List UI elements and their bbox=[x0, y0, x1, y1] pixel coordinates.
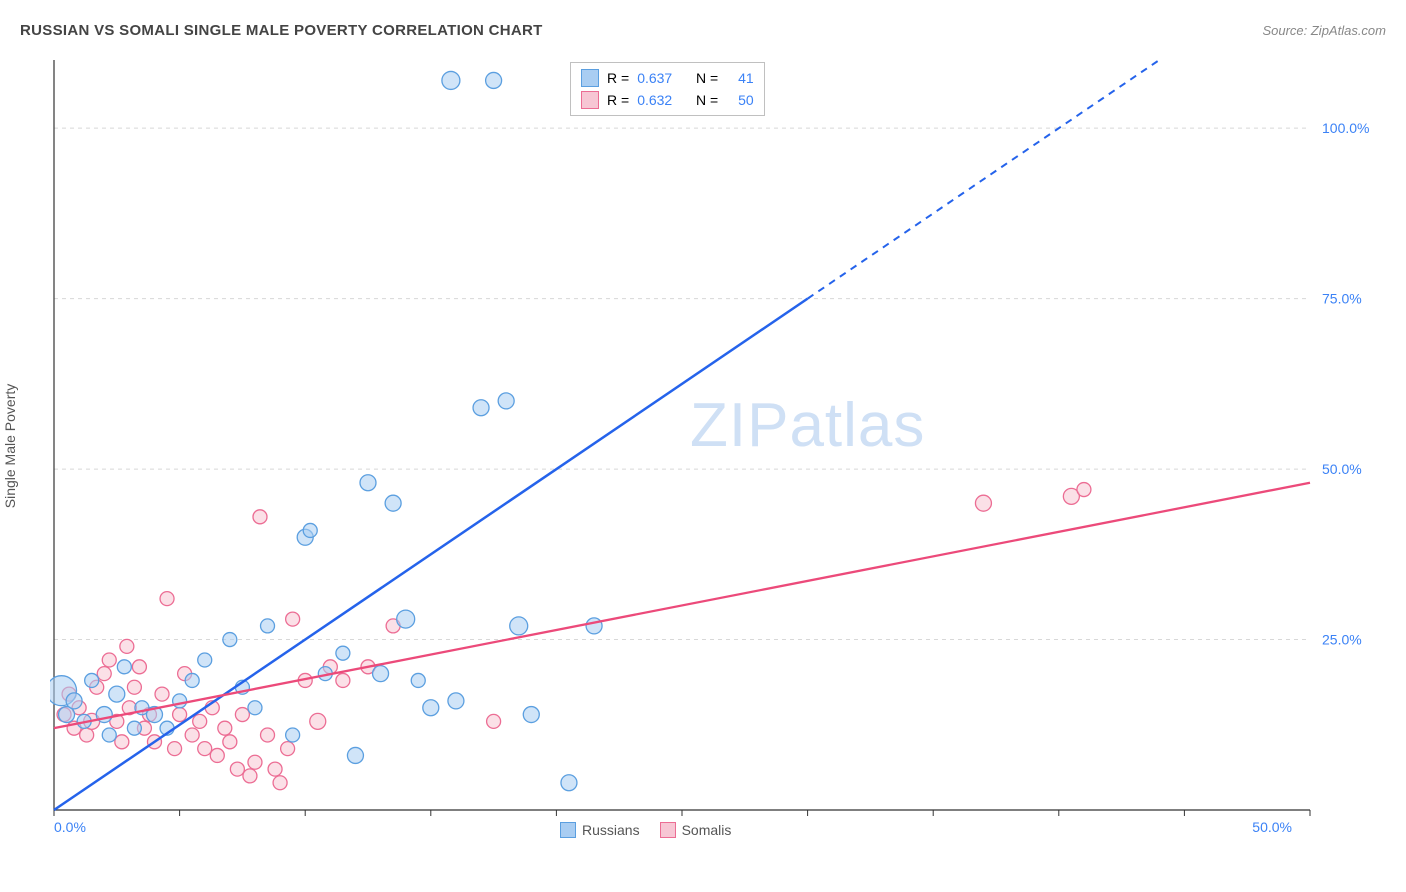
legend-row-russians: R = 0.637 N = 41 bbox=[581, 67, 754, 89]
svg-text:25.0%: 25.0% bbox=[1322, 632, 1362, 648]
legend-item-russians: Russians bbox=[560, 822, 640, 838]
svg-text:75.0%: 75.0% bbox=[1322, 291, 1362, 307]
legend-swatch-icon bbox=[660, 822, 676, 838]
legend-swatch-russians bbox=[581, 69, 599, 87]
scatter-plot-svg: 25.0% 50.0% 75.0% 100.0% 0.0% 50.0% bbox=[50, 50, 1380, 840]
svg-text:0.0%: 0.0% bbox=[54, 819, 86, 835]
svg-text:50.0%: 50.0% bbox=[1322, 461, 1362, 477]
y-axis-label: Single Male Poverty bbox=[2, 384, 18, 509]
legend-row-somalis: R = 0.632 N = 50 bbox=[581, 89, 754, 111]
series-legend: Russians Somalis bbox=[560, 822, 731, 838]
legend-swatch-somalis bbox=[581, 91, 599, 109]
legend-item-somalis: Somalis bbox=[660, 822, 732, 838]
svg-text:100.0%: 100.0% bbox=[1322, 120, 1369, 136]
legend-swatch-icon bbox=[560, 822, 576, 838]
plot-area: 25.0%50.0%75.0%100.0%0.0%50.0% ZIPatlas … bbox=[50, 50, 1380, 840]
source-attribution: Source: ZipAtlas.com bbox=[1262, 23, 1386, 38]
svg-text:50.0%: 50.0% bbox=[1252, 819, 1292, 835]
chart-title: RUSSIAN VS SOMALI SINGLE MALE POVERTY CO… bbox=[20, 22, 543, 39]
correlation-legend-box: R = 0.637 N = 41 R = 0.632 N = 50 bbox=[570, 62, 765, 116]
title-bar: RUSSIAN VS SOMALI SINGLE MALE POVERTY CO… bbox=[20, 18, 1386, 42]
